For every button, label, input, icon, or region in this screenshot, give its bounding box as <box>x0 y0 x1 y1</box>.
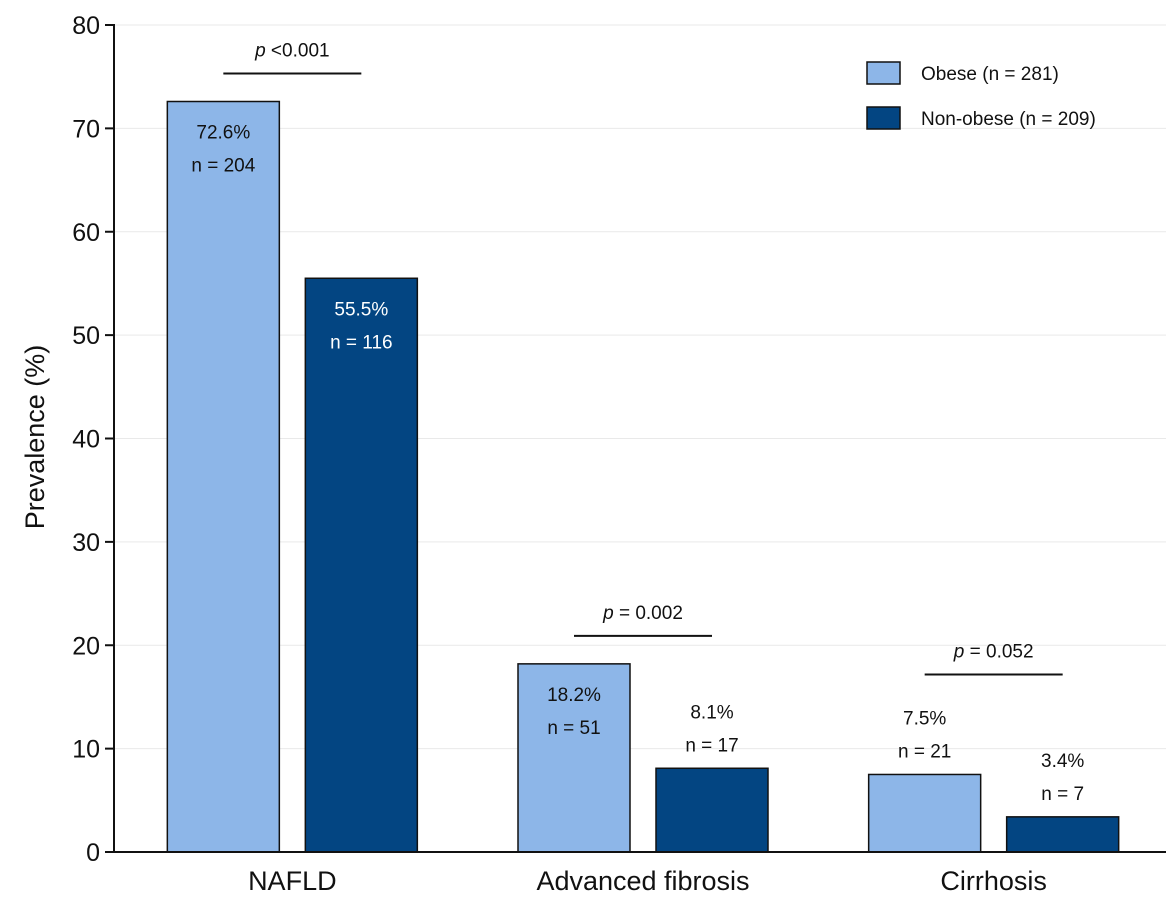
gridlines <box>114 24 1166 750</box>
x-axis: NAFLD Advanced fibrosis Cirrhosis <box>113 851 1166 896</box>
data-label-percent: 3.4% <box>1041 751 1084 772</box>
x-tick-label: Advanced fibrosis <box>536 866 749 896</box>
p-symbol: p <box>602 603 614 624</box>
y-tick-label: 30 <box>72 529 100 557</box>
data-label-percent: 7.5% <box>903 708 946 729</box>
data-label-n: n = 51 <box>547 718 600 739</box>
bar-non-obese <box>655 767 769 853</box>
data-label-n: n = 21 <box>898 741 951 762</box>
p-value-text: = 0.002 <box>614 603 683 624</box>
y-tick-label: 0 <box>86 839 100 867</box>
data-label-n: n = 204 <box>191 155 255 176</box>
p-value-text: <0.001 <box>266 40 330 61</box>
y-axis: 0 10 20 30 40 50 60 70 80 <box>72 12 115 867</box>
data-label-percent: 8.1% <box>690 702 733 723</box>
bar-non-obese <box>1005 816 1120 853</box>
y-tick-label: 60 <box>72 219 100 247</box>
y-tick-label: 50 <box>72 322 100 350</box>
y-tick-label: 20 <box>72 632 100 660</box>
y-tick-label: 80 <box>72 12 100 40</box>
legend-label: Obese (n = 281) <box>921 64 1059 85</box>
y-axis-title: Prevalence (%) <box>20 345 50 530</box>
y-tick-label: 70 <box>72 115 100 143</box>
bars <box>166 100 1120 853</box>
y-tick-label: 10 <box>72 736 100 764</box>
data-label-percent: 55.5% <box>334 299 388 320</box>
legend-swatch <box>866 106 901 130</box>
x-tick-label: NAFLD <box>248 866 337 896</box>
bar-labels: 72.6% n = 204 55.5% n = 116 18.2% n = 51 8.1% n… <box>191 122 1084 804</box>
bar-obese <box>517 663 631 853</box>
p-value-label: p = 0.052 <box>953 641 1034 662</box>
p-value-label: p = 0.002 <box>602 603 683 624</box>
p-symbol: p <box>953 641 965 662</box>
legend-label: Non-obese (n = 209) <box>921 109 1096 130</box>
p-symbol: p <box>254 40 266 61</box>
x-tick-label: Cirrhosis <box>940 866 1047 896</box>
bar-non-obese <box>304 277 419 853</box>
data-label-n: n = 116 <box>330 332 393 353</box>
legend-swatch <box>866 61 901 85</box>
data-label-percent: 18.2% <box>547 685 601 706</box>
y-tick-label: 40 <box>72 426 100 454</box>
legend: Obese (n = 281) Non-obese (n = 209) <box>866 61 1096 130</box>
p-value-label: p <0.001 <box>254 40 330 61</box>
data-label-n: n = 17 <box>685 735 738 756</box>
p-value-text: = 0.052 <box>964 641 1033 662</box>
data-label-n: n = 7 <box>1041 784 1084 805</box>
bar-obese <box>166 100 281 853</box>
data-label-percent: 72.6% <box>196 122 250 143</box>
bar-obese <box>867 773 982 853</box>
